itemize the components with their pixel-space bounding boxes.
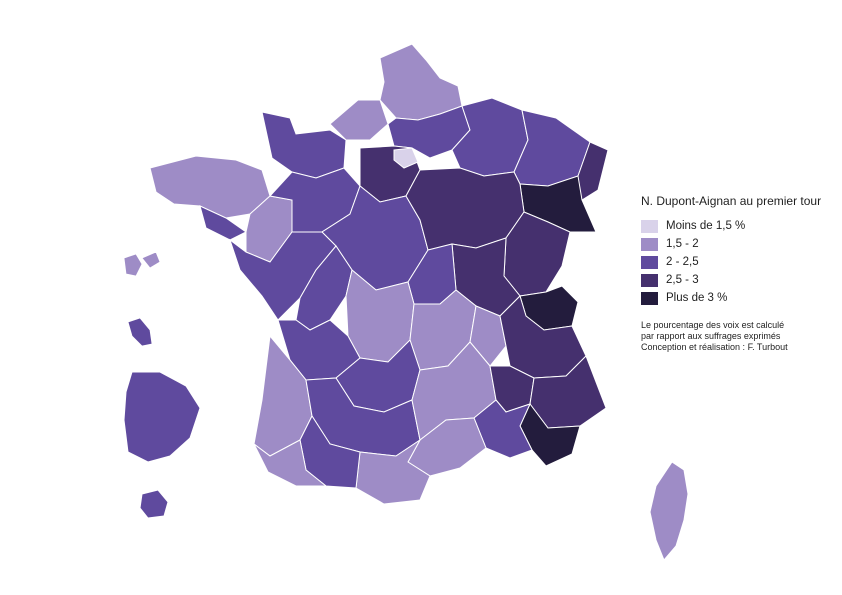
legend-item: Plus de 3 % xyxy=(641,289,821,307)
region-pays-basque xyxy=(253,439,328,487)
region-corsica xyxy=(649,461,689,561)
legend-item: 1,5 - 2 xyxy=(641,235,821,253)
region-normandy xyxy=(261,111,347,179)
legend-item: 2 - 2,5 xyxy=(641,253,821,271)
legend-swatch xyxy=(641,237,658,251)
region-guyane xyxy=(123,371,201,463)
credit-line: Conception et réalisation : F. Turbout xyxy=(641,342,788,352)
legend-title: N. Dupont-Aignan au premier tour xyxy=(641,194,822,208)
region-provence-west xyxy=(473,399,533,459)
legend-swatch xyxy=(641,219,658,233)
region-guadeloupe xyxy=(123,251,161,277)
note-line: par rapport aux suffrages exprimés xyxy=(641,331,781,341)
legend: N. Dupont-Aignan au premier tour Moins d… xyxy=(641,194,821,307)
legend-swatch xyxy=(641,255,658,269)
region-brittany-west xyxy=(149,155,271,219)
region-roussillon xyxy=(355,439,431,505)
region-rhone xyxy=(469,305,507,367)
legend-label: Plus de 3 % xyxy=(666,292,728,304)
region-north xyxy=(379,43,463,121)
note-line: Le pourcentage des voix est calculé xyxy=(641,320,785,330)
legend-label: 2 - 2,5 xyxy=(666,256,699,268)
region-seine-maritime xyxy=(329,99,389,141)
legend-swatch xyxy=(641,273,658,287)
region-martinique xyxy=(127,317,153,347)
legend-item: 2,5 - 3 xyxy=(641,271,821,289)
legend-swatch xyxy=(641,291,658,305)
region-champagne xyxy=(451,97,529,177)
region-paris-center xyxy=(393,147,419,169)
region-brittany-south xyxy=(199,205,247,241)
legend-label: 2,5 - 3 xyxy=(666,274,699,286)
legend-label: 1,5 - 2 xyxy=(666,238,699,250)
source-notes: Le pourcentage des voix est calculé par … xyxy=(641,320,788,353)
legend-label: Moins de 1,5 % xyxy=(666,220,746,232)
legend-item: Moins de 1,5 % xyxy=(641,217,821,235)
metropolitan-france xyxy=(149,43,609,505)
region-reunion xyxy=(139,489,169,519)
